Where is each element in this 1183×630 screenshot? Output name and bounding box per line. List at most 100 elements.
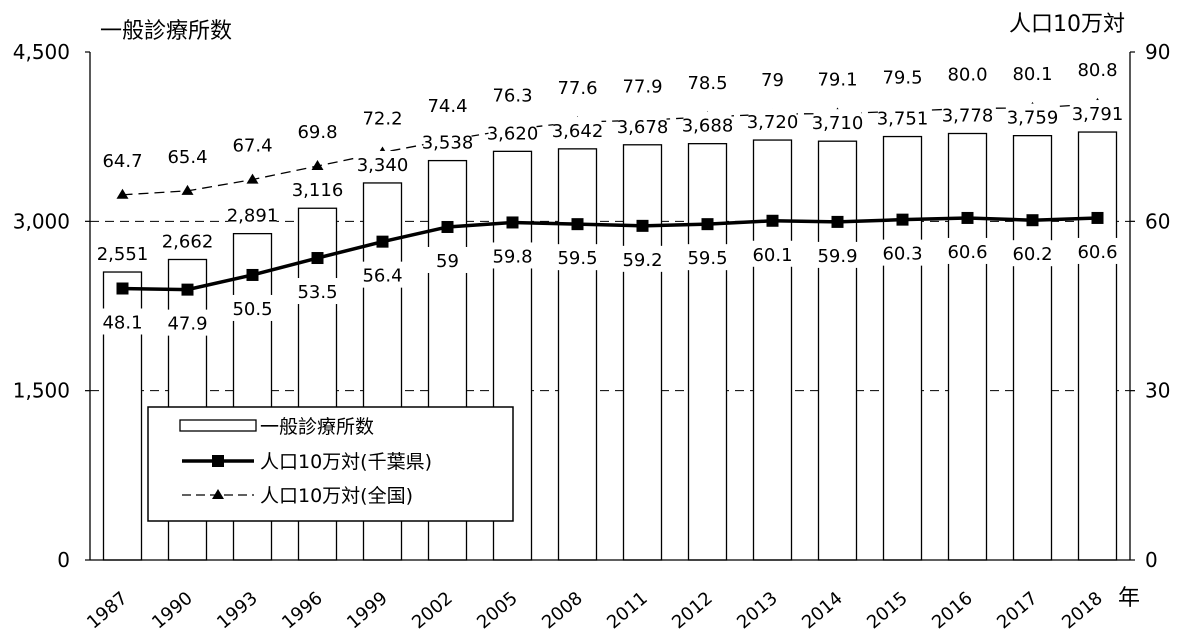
- left-tick-label-2: 3,000: [13, 209, 70, 233]
- right-tick-label-3: 90: [1145, 40, 1170, 64]
- x-tick-label-1990: 1990: [148, 588, 197, 630]
- national-value-label-2017: 80.1: [1012, 64, 1052, 85]
- legend-bar-swatch: [180, 420, 256, 431]
- bar-2015: [884, 137, 922, 560]
- legend-chiba-marker: [212, 455, 224, 467]
- national-value-label-2013: 79: [761, 70, 784, 91]
- bar-value-label-2008: 3,642: [552, 121, 604, 142]
- bar-value-label-2016: 3,778: [942, 106, 994, 127]
- chiba-marker-2018: [1092, 212, 1104, 224]
- chiba-marker-2014: [832, 216, 844, 228]
- legend: 一般診療所数 人口10万対(千葉県) 人口10万対(全国): [148, 407, 513, 521]
- chiba-marker-2016: [962, 212, 974, 224]
- national-value-label-2016: 80.0: [947, 64, 987, 85]
- bar-value-label-2002: 3,538: [422, 133, 474, 154]
- x-tick-label-2011: 2011: [603, 588, 652, 630]
- chiba-marker-2008: [572, 218, 584, 230]
- national-value-label-1996: 69.8: [297, 122, 337, 143]
- chiba-marker-2011: [637, 220, 649, 232]
- x-tick-label-1987: 1987: [83, 588, 132, 630]
- national-value-label-1987: 64.7: [102, 151, 142, 172]
- bar-2017: [1014, 136, 1052, 560]
- national-value-label-1990: 65.4: [167, 147, 207, 168]
- national-value-label-2012: 78.5: [687, 73, 727, 94]
- bar-value-label-1990: 2,662: [162, 231, 214, 252]
- legend-bar-label: 一般診療所数: [260, 416, 374, 438]
- chiba-value-label-2011: 59.2: [622, 250, 662, 271]
- national-value-label-2014: 79.1: [817, 70, 857, 91]
- chiba-marker-1993: [247, 269, 259, 281]
- national-value-label-1999: 72.2: [362, 108, 402, 129]
- x-tick-label-1993: 1993: [213, 588, 262, 630]
- chiba-value-label-1999: 56.4: [362, 266, 402, 287]
- national-value-label-2005: 76.3: [492, 85, 532, 106]
- chiba-value-label-1993: 50.5: [232, 299, 272, 320]
- chiba-value-label-2012: 59.5: [687, 248, 727, 269]
- legend-chiba-label: 人口10万対(千葉県): [260, 451, 432, 473]
- bar-2016: [949, 134, 987, 560]
- chiba-marker-2012: [702, 218, 714, 230]
- bar-value-label-2013: 3,720: [747, 112, 799, 133]
- chiba-marker-2015: [897, 214, 909, 226]
- national-value-label-1993: 67.4: [232, 136, 272, 157]
- chiba-marker-2017: [1027, 214, 1039, 226]
- x-tick-label-2018: 2018: [1058, 588, 1107, 630]
- bar-2014: [819, 141, 857, 560]
- chiba-value-label-2005: 59.8: [492, 246, 532, 267]
- bar-value-label-1993: 2,891: [227, 206, 279, 227]
- bar-value-label-2012: 3,688: [682, 116, 734, 137]
- bar-value-label-2017: 3,759: [1007, 108, 1059, 129]
- right-tick-label-2: 60: [1145, 209, 1170, 233]
- x-tick-label-2013: 2013: [733, 588, 782, 630]
- left-tick-label-1: 1,500: [13, 379, 70, 403]
- right-tick-label-0: 0: [1145, 548, 1158, 572]
- chiba-value-label-2016: 60.6: [947, 242, 987, 263]
- chiba-marker-2005: [507, 216, 519, 228]
- bar-value-label-2015: 3,751: [877, 109, 929, 130]
- chiba-marker-2013: [767, 215, 779, 227]
- x-unit-label: 年: [1118, 586, 1140, 611]
- left-tick-label-0: 0: [57, 548, 70, 572]
- chiba-marker-1999: [377, 236, 389, 248]
- national-value-label-2015: 79.5: [882, 67, 922, 88]
- bar-2013: [754, 140, 792, 560]
- x-tick-label-2017: 2017: [993, 588, 1042, 630]
- right-tick-label-1: 30: [1145, 379, 1170, 403]
- bar-value-label-2011: 3,678: [617, 117, 669, 138]
- left-tick-label-3: 4,500: [13, 40, 70, 64]
- x-tick-label-2008: 2008: [538, 588, 587, 630]
- chiba-value-label-2008: 59.5: [557, 248, 597, 269]
- national-value-label-2011: 77.9: [622, 76, 662, 97]
- left-axis-title: 一般診療所数: [100, 19, 232, 44]
- x-tick-label-2012: 2012: [668, 588, 717, 630]
- x-tick-label-2002: 2002: [408, 588, 457, 630]
- chiba-value-label-2002: 59: [436, 251, 459, 272]
- bar-value-label-1996: 3,116: [292, 180, 344, 201]
- national-marker-1987: [117, 189, 129, 199]
- x-tick-label-2016: 2016: [928, 588, 977, 630]
- chiba-value-label-2015: 60.3: [882, 244, 922, 265]
- bar-2008: [559, 149, 597, 560]
- bar-value-label-2005: 3,620: [487, 123, 539, 144]
- chiba-value-label-2013: 60.1: [752, 245, 792, 266]
- bar-2011: [624, 145, 662, 560]
- national-value-label-2008: 77.6: [557, 78, 597, 99]
- national-value-label-2002: 74.4: [427, 96, 467, 117]
- national-value-label-2018: 80.8: [1077, 60, 1117, 81]
- chiba-value-label-2018: 60.6: [1077, 242, 1117, 263]
- x-tick-label-2015: 2015: [863, 588, 912, 630]
- chiba-value-label-1996: 53.5: [297, 282, 337, 303]
- chiba-marker-1987: [117, 283, 129, 295]
- chiba-value-label-2014: 59.9: [817, 246, 857, 267]
- bar-value-label-2014: 3,710: [812, 113, 864, 134]
- x-tick-label-2014: 2014: [798, 588, 847, 630]
- x-tick-label-1996: 1996: [278, 588, 327, 630]
- bar-2012: [689, 144, 727, 560]
- chiba-value-label-2017: 60.2: [1012, 244, 1052, 265]
- right-axis-title: 人口10万対: [1009, 12, 1125, 37]
- bar-2018: [1079, 132, 1117, 560]
- bar-value-label-1999: 3,340: [357, 155, 409, 176]
- x-tick-label-1999: 1999: [343, 588, 392, 630]
- legend-national-label: 人口10万対(全国): [260, 485, 413, 507]
